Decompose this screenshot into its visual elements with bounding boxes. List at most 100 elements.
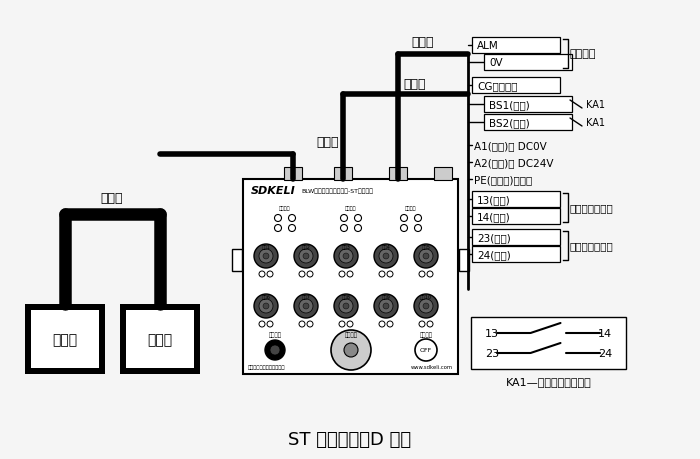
Text: BS2(棕色): BS2(棕色) — [489, 118, 530, 128]
Bar — [472, 38, 560, 54]
Circle shape — [267, 321, 273, 327]
Text: 通道9: 通道9 — [382, 295, 391, 300]
Circle shape — [347, 271, 353, 277]
Text: 23: 23 — [485, 348, 499, 358]
Text: 24: 24 — [598, 348, 612, 358]
Text: 通道10: 通道10 — [420, 295, 432, 300]
Bar — [472, 246, 560, 263]
Circle shape — [400, 215, 407, 222]
Text: 信号线: 信号线 — [412, 36, 434, 50]
Circle shape — [307, 271, 313, 277]
Text: 传输线: 传输线 — [316, 136, 340, 149]
Bar — [334, 168, 352, 180]
Circle shape — [307, 321, 313, 327]
Text: 通道7: 通道7 — [302, 295, 310, 300]
Bar — [484, 55, 572, 71]
Bar — [232, 249, 242, 271]
Circle shape — [299, 299, 313, 313]
Text: CG（红色）: CG（红色） — [477, 81, 517, 91]
Circle shape — [354, 225, 361, 232]
Circle shape — [340, 225, 347, 232]
Circle shape — [427, 321, 433, 327]
Circle shape — [288, 225, 295, 232]
Circle shape — [299, 249, 313, 263]
Text: 发射器: 发射器 — [52, 332, 78, 346]
Circle shape — [374, 294, 398, 318]
Text: 0V: 0V — [489, 58, 503, 68]
Circle shape — [299, 321, 305, 327]
Circle shape — [274, 225, 281, 232]
Text: BS1(蓝色): BS1(蓝色) — [489, 100, 530, 110]
Circle shape — [374, 245, 398, 269]
Text: 电源开关: 电源开关 — [419, 331, 433, 337]
Circle shape — [294, 294, 318, 318]
Circle shape — [423, 303, 429, 309]
Bar — [472, 78, 560, 94]
Circle shape — [387, 321, 393, 327]
Circle shape — [419, 249, 433, 263]
Bar — [484, 115, 572, 131]
Text: 延迟调节: 延迟调节 — [344, 331, 358, 337]
Circle shape — [288, 215, 295, 222]
Text: KA1: KA1 — [586, 100, 605, 110]
Text: 山东新力光电技术有限公司: 山东新力光电技术有限公司 — [248, 365, 286, 369]
Circle shape — [331, 330, 371, 370]
Circle shape — [334, 294, 358, 318]
Text: 23(棕色): 23(棕色) — [477, 233, 511, 242]
Circle shape — [379, 249, 393, 263]
Circle shape — [339, 249, 353, 263]
Bar — [120, 304, 200, 374]
Text: PE(黄绿色)：接地: PE(黄绿色)：接地 — [474, 174, 532, 185]
Circle shape — [299, 271, 305, 277]
Circle shape — [387, 271, 393, 277]
Circle shape — [414, 294, 438, 318]
Circle shape — [419, 299, 433, 313]
Bar — [472, 191, 560, 207]
Circle shape — [259, 299, 273, 313]
Circle shape — [347, 321, 353, 327]
Circle shape — [415, 339, 437, 361]
Bar — [434, 168, 452, 180]
Text: ALM: ALM — [477, 41, 498, 51]
Circle shape — [267, 271, 273, 277]
Text: 14: 14 — [598, 328, 612, 338]
Text: 13(蓝色): 13(蓝色) — [477, 195, 511, 205]
Circle shape — [254, 245, 278, 269]
Text: 接快下控制输出: 接快下控制输出 — [570, 203, 614, 213]
Circle shape — [263, 303, 269, 309]
Circle shape — [379, 321, 385, 327]
Circle shape — [339, 299, 353, 313]
Text: KA1—折弯机慢下继电器: KA1—折弯机慢下继电器 — [505, 376, 592, 386]
Text: 24(棕色): 24(棕色) — [477, 249, 511, 259]
Text: www.sdkeli.com: www.sdkeli.com — [411, 365, 453, 369]
Circle shape — [259, 321, 265, 327]
Circle shape — [427, 271, 433, 277]
Text: 报警输出: 报警输出 — [345, 206, 357, 211]
Text: 通道8: 通道8 — [342, 295, 351, 300]
Text: 辅助输出: 辅助输出 — [405, 206, 416, 211]
Text: 电源线: 电源线 — [404, 78, 426, 91]
Text: 传输线: 传输线 — [101, 191, 123, 205]
Text: 通道4: 通道4 — [382, 245, 391, 250]
Text: 通道5: 通道5 — [421, 245, 430, 250]
Circle shape — [379, 299, 393, 313]
Circle shape — [414, 215, 421, 222]
Text: OFF: OFF — [420, 348, 432, 353]
Circle shape — [339, 321, 345, 327]
Text: 光线状态: 光线状态 — [279, 206, 290, 211]
Text: A2(红色)： DC24V: A2(红色)： DC24V — [474, 157, 554, 168]
Circle shape — [263, 253, 269, 259]
Circle shape — [294, 245, 318, 269]
Circle shape — [383, 303, 389, 309]
Bar — [31, 310, 99, 368]
Bar — [243, 179, 458, 374]
Bar — [472, 208, 560, 224]
Circle shape — [303, 303, 309, 309]
Text: 通道6: 通道6 — [262, 295, 270, 300]
Circle shape — [334, 245, 358, 269]
Text: A1(白色)： DC0V: A1(白色)： DC0V — [474, 141, 547, 151]
Circle shape — [265, 340, 285, 360]
Circle shape — [400, 225, 407, 232]
Circle shape — [259, 249, 273, 263]
Circle shape — [303, 253, 309, 259]
